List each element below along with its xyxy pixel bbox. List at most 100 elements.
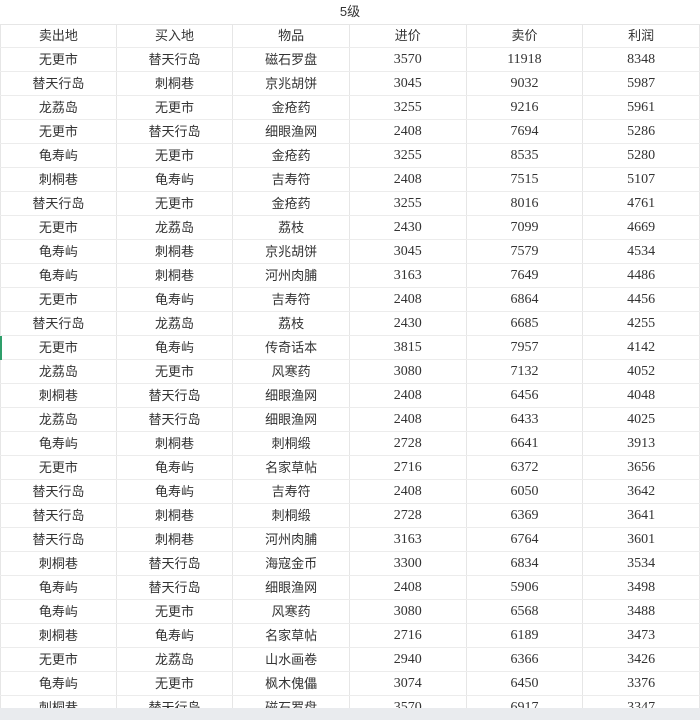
table-cell[interactable]: 3376 <box>583 672 700 695</box>
table-cell[interactable]: 6834 <box>467 552 584 575</box>
table-cell[interactable]: 龟寿屿 <box>0 240 117 263</box>
table-cell[interactable]: 河州肉脯 <box>233 264 350 287</box>
table-cell[interactable]: 替天行岛 <box>0 192 117 215</box>
table-cell[interactable]: 龟寿屿 <box>117 288 234 311</box>
table-cell[interactable]: 龟寿屿 <box>117 624 234 647</box>
table-cell[interactable]: 2408 <box>350 120 467 143</box>
table-cell[interactable]: 细眼渔网 <box>233 384 350 407</box>
table-cell[interactable]: 6568 <box>467 600 584 623</box>
table-cell[interactable]: 名家草帖 <box>233 456 350 479</box>
table-cell[interactable]: 4456 <box>583 288 700 311</box>
table-cell[interactable]: 龟寿屿 <box>0 264 117 287</box>
table-cell[interactable]: 6864 <box>467 288 584 311</box>
table-cell[interactable]: 刺桐巷 <box>117 432 234 455</box>
table-cell[interactable]: 龙荔岛 <box>0 360 117 383</box>
table-cell[interactable]: 5286 <box>583 120 700 143</box>
table-cell[interactable]: 细眼渔网 <box>233 408 350 431</box>
table-cell[interactable]: 无更市 <box>117 144 234 167</box>
table-cell[interactable]: 龙荔岛 <box>117 312 234 335</box>
table-cell[interactable]: 4534 <box>583 240 700 263</box>
table-cell[interactable]: 7132 <box>467 360 584 383</box>
table-cell[interactable]: 无更市 <box>0 120 117 143</box>
table-cell[interactable]: 无更市 <box>117 360 234 383</box>
table-cell[interactable]: 3488 <box>583 600 700 623</box>
column-header[interactable]: 卖价 <box>467 24 584 47</box>
table-cell[interactable]: 龟寿屿 <box>0 432 117 455</box>
table-cell[interactable]: 刺桐巷 <box>0 552 117 575</box>
table-cell[interactable]: 金疮药 <box>233 96 350 119</box>
table-cell[interactable]: 3045 <box>350 72 467 95</box>
table-cell[interactable]: 吉寿符 <box>233 480 350 503</box>
table-cell[interactable]: 无更市 <box>0 648 117 671</box>
table-cell[interactable]: 3255 <box>350 144 467 167</box>
table-cell[interactable]: 替天行岛 <box>117 408 234 431</box>
table-cell[interactable]: 风寒药 <box>233 600 350 623</box>
table-cell[interactable]: 2728 <box>350 504 467 527</box>
table-cell[interactable]: 传奇话本 <box>233 336 350 359</box>
table-cell[interactable]: 替天行岛 <box>0 528 117 551</box>
table-cell[interactable]: 金疮药 <box>233 192 350 215</box>
table-cell[interactable]: 龟寿屿 <box>117 168 234 191</box>
table-cell[interactable]: 龟寿屿 <box>0 672 117 695</box>
table-cell[interactable]: 无更市 <box>0 216 117 239</box>
table-cell[interactable]: 4761 <box>583 192 700 215</box>
table-cell[interactable]: 4025 <box>583 408 700 431</box>
table-cell[interactable]: 无更市 <box>117 96 234 119</box>
table-cell[interactable]: 5107 <box>583 168 700 191</box>
table-cell[interactable]: 2940 <box>350 648 467 671</box>
table-cell[interactable]: 5961 <box>583 96 700 119</box>
table-cell[interactable]: 风寒药 <box>233 360 350 383</box>
table-cell[interactable]: 龟寿屿 <box>0 144 117 167</box>
table-cell[interactable]: 3255 <box>350 192 467 215</box>
table-cell[interactable]: 刺桐巷 <box>117 504 234 527</box>
table-cell[interactable]: 2408 <box>350 384 467 407</box>
table-cell[interactable]: 刺桐缎 <box>233 432 350 455</box>
table-cell[interactable]: 2408 <box>350 288 467 311</box>
table-cell[interactable]: 2408 <box>350 480 467 503</box>
table-cell[interactable]: 3163 <box>350 528 467 551</box>
table-cell[interactable]: 3300 <box>350 552 467 575</box>
table-cell[interactable]: 细眼渔网 <box>233 120 350 143</box>
table-cell[interactable]: 3080 <box>350 600 467 623</box>
table-cell[interactable]: 京兆胡饼 <box>233 72 350 95</box>
table-cell[interactable]: 3080 <box>350 360 467 383</box>
table-cell[interactable]: 龟寿屿 <box>117 480 234 503</box>
table-cell[interactable]: 8016 <box>467 192 584 215</box>
table-cell[interactable]: 5280 <box>583 144 700 167</box>
table-cell[interactable]: 替天行岛 <box>0 72 117 95</box>
horizontal-scrollbar[interactable] <box>0 708 700 720</box>
table-cell[interactable]: 2408 <box>350 576 467 599</box>
table-cell[interactable]: 细眼渔网 <box>233 576 350 599</box>
table-cell[interactable]: 7579 <box>467 240 584 263</box>
table-cell[interactable]: 无更市 <box>0 336 117 359</box>
table-cell[interactable]: 2430 <box>350 312 467 335</box>
table-cell[interactable]: 3426 <box>583 648 700 671</box>
table-cell[interactable]: 3498 <box>583 576 700 599</box>
table-cell[interactable]: 2430 <box>350 216 467 239</box>
table-cell[interactable]: 3074 <box>350 672 467 695</box>
table-cell[interactable]: 6369 <box>467 504 584 527</box>
table-cell[interactable]: 龟寿屿 <box>0 600 117 623</box>
table-cell[interactable]: 4255 <box>583 312 700 335</box>
table-cell[interactable]: 无更市 <box>0 456 117 479</box>
table-cell[interactable]: 6433 <box>467 408 584 431</box>
table-cell[interactable]: 龙荔岛 <box>0 96 117 119</box>
table-cell[interactable]: 刺桐巷 <box>0 384 117 407</box>
table-cell[interactable]: 刺桐巷 <box>117 72 234 95</box>
table-cell[interactable]: 无更市 <box>0 288 117 311</box>
table-cell[interactable]: 龙荔岛 <box>117 216 234 239</box>
table-cell[interactable]: 3656 <box>583 456 700 479</box>
table-cell[interactable]: 龟寿屿 <box>0 576 117 599</box>
table-cell[interactable]: 4486 <box>583 264 700 287</box>
table-cell[interactable]: 刺桐巷 <box>0 624 117 647</box>
table-cell[interactable]: 替天行岛 <box>117 552 234 575</box>
table-cell[interactable]: 龟寿屿 <box>117 336 234 359</box>
table-cell[interactable]: 龟寿屿 <box>117 456 234 479</box>
table-cell[interactable]: 3815 <box>350 336 467 359</box>
column-header[interactable]: 物品 <box>233 24 350 47</box>
table-cell[interactable]: 11918 <box>467 48 584 71</box>
table-cell[interactable]: 3570 <box>350 48 467 71</box>
table-cell[interactable]: 刺桐巷 <box>117 240 234 263</box>
table-cell[interactable]: 刺桐巷 <box>117 264 234 287</box>
table-cell[interactable]: 河州肉脯 <box>233 528 350 551</box>
